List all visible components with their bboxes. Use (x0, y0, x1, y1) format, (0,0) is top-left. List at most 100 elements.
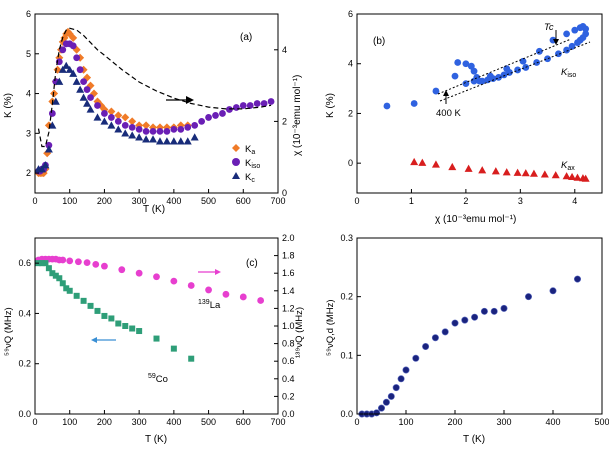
point-kc (107, 121, 116, 129)
point-59co (129, 325, 136, 332)
panel-c: 0 100 200 300 400 500 600 7000.00.20.40.60.00.2… (3, 233, 305, 445)
x-tick-label: 200 (97, 196, 112, 206)
y2-tick-label: 1.4 (282, 286, 295, 296)
point-kc (37, 165, 46, 173)
panel-a-marks (34, 27, 275, 178)
point-kc (55, 77, 64, 85)
panel-a-ticks: 0 100 200 300 400 500 600 700 2 3 4 5 6 0 2 4 (26, 9, 287, 206)
x-tick-label: 100 (62, 417, 77, 427)
point-kc (183, 137, 192, 145)
panel-c-label: (c) (246, 258, 258, 269)
x-tick-label: 600 (236, 196, 251, 206)
point-59vqd (412, 354, 420, 362)
point-139la (170, 277, 178, 285)
x-tick-label: 2 (463, 196, 468, 206)
panel-a-xlabel: T (K) (143, 204, 165, 215)
point-kc (162, 137, 171, 145)
point-kiso (184, 123, 192, 131)
panel-c-co-label: 59Co (148, 373, 168, 385)
panel-b-tc-label: Tc (544, 22, 554, 33)
point-kiso (486, 72, 494, 80)
point-kiso (260, 100, 268, 107)
point-59vqd (500, 304, 508, 312)
point-kax (573, 173, 582, 181)
panel-c-la-label: 139La (198, 299, 221, 311)
x-tick-label: 500 (201, 417, 216, 427)
x-tick-label: 500 (201, 196, 216, 206)
point-kiso (121, 121, 129, 129)
y-tick-label: 0.3 (340, 233, 353, 243)
point-kiso (451, 72, 459, 80)
point-59co (49, 270, 56, 277)
y2-tick-label: 0.6 (282, 356, 295, 366)
point-kc (176, 137, 185, 145)
panel-a: 0 100 200 300 400 500 600 700 2 3 4 5 6 0 2 4 (a) T (K)… (3, 9, 303, 215)
panel-d-ticks: 0 100 200 300 400 500 0.0 0.1 0.2 0.3 (340, 233, 609, 427)
point-kc (149, 135, 158, 143)
point-kiso (383, 102, 391, 110)
point-kiso (191, 121, 199, 129)
x-tick-label: 100 (398, 417, 413, 427)
y-tick-label: 2 (26, 168, 31, 178)
point-59vqd (387, 392, 395, 400)
x-tick-label: 300 (132, 417, 147, 427)
point-kc (48, 121, 57, 129)
panel-b-kiso-label: Kiso (561, 67, 576, 79)
point-59co (122, 323, 129, 329)
x-tick-label: 100 (62, 196, 77, 206)
x-tick-label: 700 (270, 196, 285, 206)
point-kax (478, 166, 487, 174)
point-kiso (519, 57, 527, 65)
panel-b-fit-line-lower (439, 41, 591, 102)
point-59co (115, 320, 122, 327)
panel-a-ylabel: K (%) (3, 93, 14, 118)
panel-c-y2label: ¹³⁹νQ (MHz) (294, 307, 305, 358)
point-kiso (219, 110, 226, 117)
point-59co (80, 297, 87, 304)
point-59co (63, 285, 70, 292)
point-139la (257, 297, 265, 304)
x-tick-label: 400 (545, 417, 560, 427)
y2-tick-label: 1.8 (282, 251, 295, 261)
point-59co (188, 355, 195, 362)
point-kc (93, 113, 102, 121)
point-kiso (76, 66, 84, 74)
y-tick-label: 6 (26, 9, 31, 19)
point-kiso (535, 47, 543, 55)
point-kc (100, 117, 109, 125)
x-tick-label: 600 (236, 417, 251, 427)
point-kiso (94, 102, 101, 109)
point-59vqd (480, 307, 488, 315)
panel-b-tc-arrow-head (553, 39, 559, 45)
panel-b-ticks: 0 1 2 3 4 0 2 4 6 (348, 9, 577, 206)
point-kiso (212, 112, 219, 119)
point-kax (418, 158, 427, 166)
point-kiso (246, 102, 254, 109)
point-kiso (163, 127, 171, 135)
point-59vqd (392, 384, 400, 392)
point-kiso (467, 62, 475, 70)
point-139la (66, 257, 74, 265)
x-tick-label: 4 (572, 196, 577, 206)
point-kiso (69, 42, 77, 50)
point-kax (529, 169, 538, 177)
y-tick-label: 4 (26, 89, 31, 99)
panel-c-marks (35, 255, 265, 362)
point-kiso (478, 77, 486, 85)
y-tick-label: 0.0 (18, 409, 31, 419)
point-139la (222, 290, 230, 298)
point-kiso (470, 67, 478, 75)
point-kax (431, 160, 440, 168)
panel-b-400k-label: 400 K (436, 108, 461, 119)
x-tick-label: 500 (594, 417, 609, 427)
point-59vqd (451, 319, 459, 327)
point-139la (59, 256, 67, 264)
panel-b-xlabel: χ (10⁻³emu mol⁻¹) (435, 214, 516, 225)
legend-kiso-label: Kiso (245, 158, 260, 170)
panel-a-frame (34, 13, 279, 194)
point-139la (135, 269, 143, 277)
x-tick-label: 0 (354, 417, 359, 427)
point-ka (107, 107, 116, 116)
point-kc (62, 61, 71, 69)
